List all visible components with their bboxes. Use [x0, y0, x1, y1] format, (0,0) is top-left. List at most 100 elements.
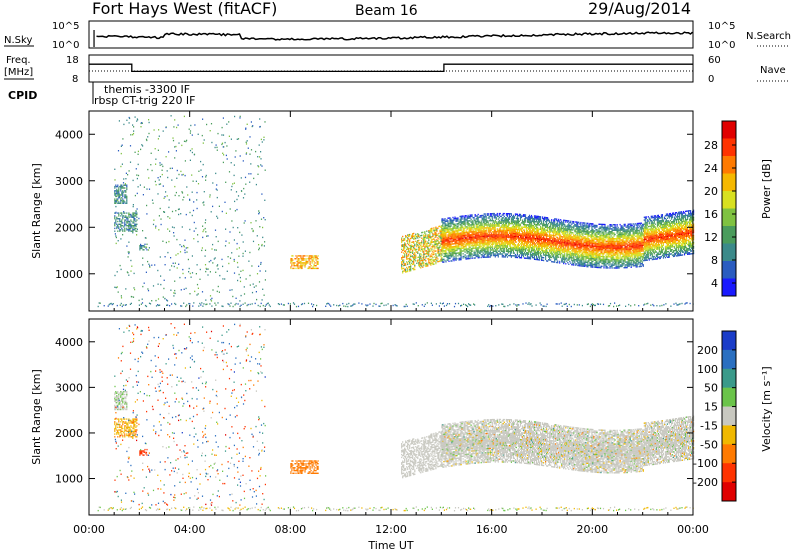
power-cell	[533, 234, 536, 237]
power-cell	[457, 245, 459, 247]
power-cell	[481, 238, 483, 240]
power-cell	[579, 259, 581, 261]
power-cell	[562, 225, 564, 227]
power-cell	[589, 249, 591, 251]
power-cell	[570, 222, 572, 224]
power-cell	[508, 229, 510, 232]
power-cell	[475, 229, 477, 231]
power-cell	[444, 227, 446, 230]
power-cell	[499, 246, 501, 248]
power-cell	[475, 226, 477, 228]
power-cell	[540, 228, 542, 231]
power-cell	[538, 243, 540, 246]
power-cell	[484, 256, 486, 258]
power-cell	[547, 219, 549, 222]
power-cell	[456, 252, 458, 254]
power-cell	[618, 267, 620, 269]
power-cell	[510, 222, 512, 225]
power-cell	[484, 216, 486, 218]
power-cell	[491, 245, 493, 247]
power-cell	[545, 233, 547, 235]
power-cell	[442, 261, 444, 263]
power-cell	[514, 244, 516, 246]
power-cell	[476, 254, 478, 256]
power-cell	[523, 215, 526, 217]
power-cell	[539, 236, 541, 239]
power-cell	[513, 230, 515, 232]
power-cell	[536, 249, 538, 251]
power-cell	[639, 249, 641, 251]
power-cell	[444, 250, 446, 252]
power-cell	[451, 235, 453, 237]
power-cell	[561, 229, 563, 231]
power-cell	[441, 231, 443, 233]
power-cell	[506, 243, 508, 246]
power-cell	[459, 254, 461, 257]
power-cell	[465, 247, 467, 249]
power-cell	[578, 253, 580, 256]
power-cell	[495, 232, 497, 234]
power-cell	[605, 249, 607, 251]
power-cell	[542, 231, 544, 234]
power-cell	[614, 254, 616, 257]
power-cell	[518, 220, 520, 223]
power-cell	[495, 224, 497, 226]
power-cell	[501, 214, 503, 216]
power-cell	[456, 230, 458, 232]
power-cell	[524, 249, 527, 251]
power-cell	[512, 242, 514, 244]
power-cell	[457, 237, 459, 239]
power-cell	[537, 232, 539, 234]
power-cell	[448, 243, 450, 246]
power-cell	[477, 250, 479, 252]
power-cell	[475, 232, 477, 234]
power-cell	[542, 241, 544, 243]
power-cell	[498, 222, 500, 224]
power-cell	[524, 245, 527, 247]
power-cell	[452, 221, 454, 223]
power-cell	[452, 223, 454, 226]
power-cell	[527, 220, 530, 222]
power-cell	[539, 217, 541, 219]
power-cell	[518, 224, 520, 227]
power-cell	[531, 248, 534, 250]
power-cell	[468, 237, 470, 239]
power-cell	[456, 226, 458, 228]
power-cell	[611, 225, 613, 227]
power-cell	[611, 228, 613, 230]
power-cell	[532, 230, 535, 232]
power-cell	[479, 249, 481, 252]
power-cell	[455, 241, 457, 243]
power-cell	[504, 243, 506, 245]
power-cell	[479, 240, 481, 242]
power-cell	[443, 261, 445, 263]
power-cell	[456, 237, 458, 239]
power-cell	[457, 227, 459, 229]
power-cell	[497, 236, 499, 238]
power-cell	[468, 234, 470, 236]
power-cell	[448, 257, 450, 260]
power-cell	[497, 256, 499, 258]
power-cell	[521, 248, 524, 251]
power-cell	[445, 229, 447, 231]
power-cell	[445, 247, 447, 249]
power-cell	[471, 215, 473, 218]
power-cell	[472, 224, 474, 226]
power-cell	[521, 239, 524, 241]
power-cell	[528, 234, 531, 236]
power-cell	[630, 266, 632, 268]
power-cell	[490, 238, 492, 240]
power-cell	[486, 213, 488, 215]
power-cell	[532, 224, 535, 227]
power-cell	[511, 234, 513, 236]
power-cell	[484, 252, 486, 254]
power-cell	[503, 233, 505, 236]
power-cell	[537, 252, 539, 254]
power-cell	[541, 230, 543, 232]
power-cell	[476, 226, 478, 228]
power-cell	[516, 226, 518, 228]
power-cell	[540, 231, 542, 233]
power-cell	[477, 254, 479, 256]
power-cell	[453, 258, 455, 260]
power-cell	[444, 238, 446, 241]
